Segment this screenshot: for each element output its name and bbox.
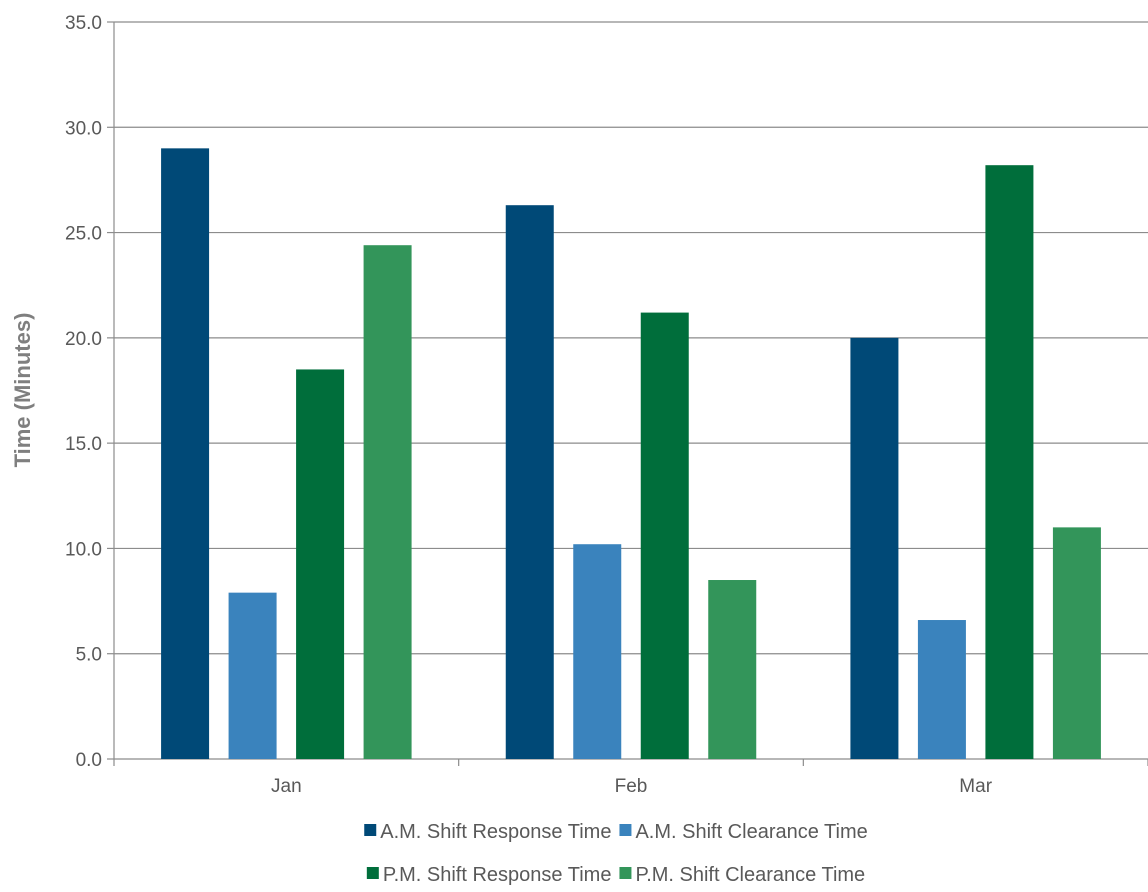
y-tick-label: 25.0: [65, 224, 102, 245]
y-tick-label: 10.0: [65, 539, 102, 560]
bar-mar-series-2: [917, 620, 966, 759]
x-tick-label: Mar: [959, 776, 992, 797]
legend-label-1: A.M. Shift Response Time: [380, 821, 611, 843]
y-tick-label: 30.0: [65, 118, 102, 139]
bars: [161, 148, 1101, 760]
legend: A.M. Shift Response Time A.M. Shift Clear…: [364, 821, 868, 886]
legend-label-3: P.M. Shift Response Time: [383, 864, 612, 886]
tick-labels: 0.0 5.0 10.0 15.0 20.0 25.0 30.0 35.0 Jan Feb Mar: [65, 13, 993, 797]
bar-feb-series-2: [573, 544, 622, 759]
y-tick-label: 35.0: [65, 13, 102, 34]
bar-jan-series-3: [296, 369, 345, 759]
bar-feb-series-1: [505, 205, 554, 759]
bar-feb-series-3: [640, 312, 689, 759]
x-tick-label: Feb: [615, 776, 648, 797]
bar-jan-series-2: [228, 592, 277, 759]
x-tick-label: Jan: [271, 776, 302, 797]
legend-swatch-1: [364, 824, 377, 836]
bar-mar-series-4: [1052, 527, 1101, 759]
legend-label-2: A.M. Shift Clearance Time: [635, 821, 867, 843]
gridlines: [114, 21, 1148, 655]
bar-jan-series-1: [161, 148, 210, 760]
y-axis-title: Time (Minutes): [10, 313, 35, 468]
bar-mar-series-1: [850, 337, 899, 759]
bar-feb-series-4: [708, 580, 757, 759]
legend-swatch-3: [366, 867, 379, 879]
bar-jan-series-4: [363, 245, 412, 760]
bar-mar-series-3: [985, 165, 1034, 759]
legend-label-4: P.M. Shift Clearance Time: [635, 864, 865, 886]
axes: [107, 21, 1148, 766]
y-tick-label: 5.0: [76, 645, 102, 666]
y-tick-label: 20.0: [65, 329, 102, 350]
y-tick-label: 15.0: [65, 434, 102, 455]
legend-swatch-2: [619, 824, 632, 836]
legend-swatch-4: [619, 867, 632, 879]
y-tick-label: 0.0: [76, 750, 102, 771]
